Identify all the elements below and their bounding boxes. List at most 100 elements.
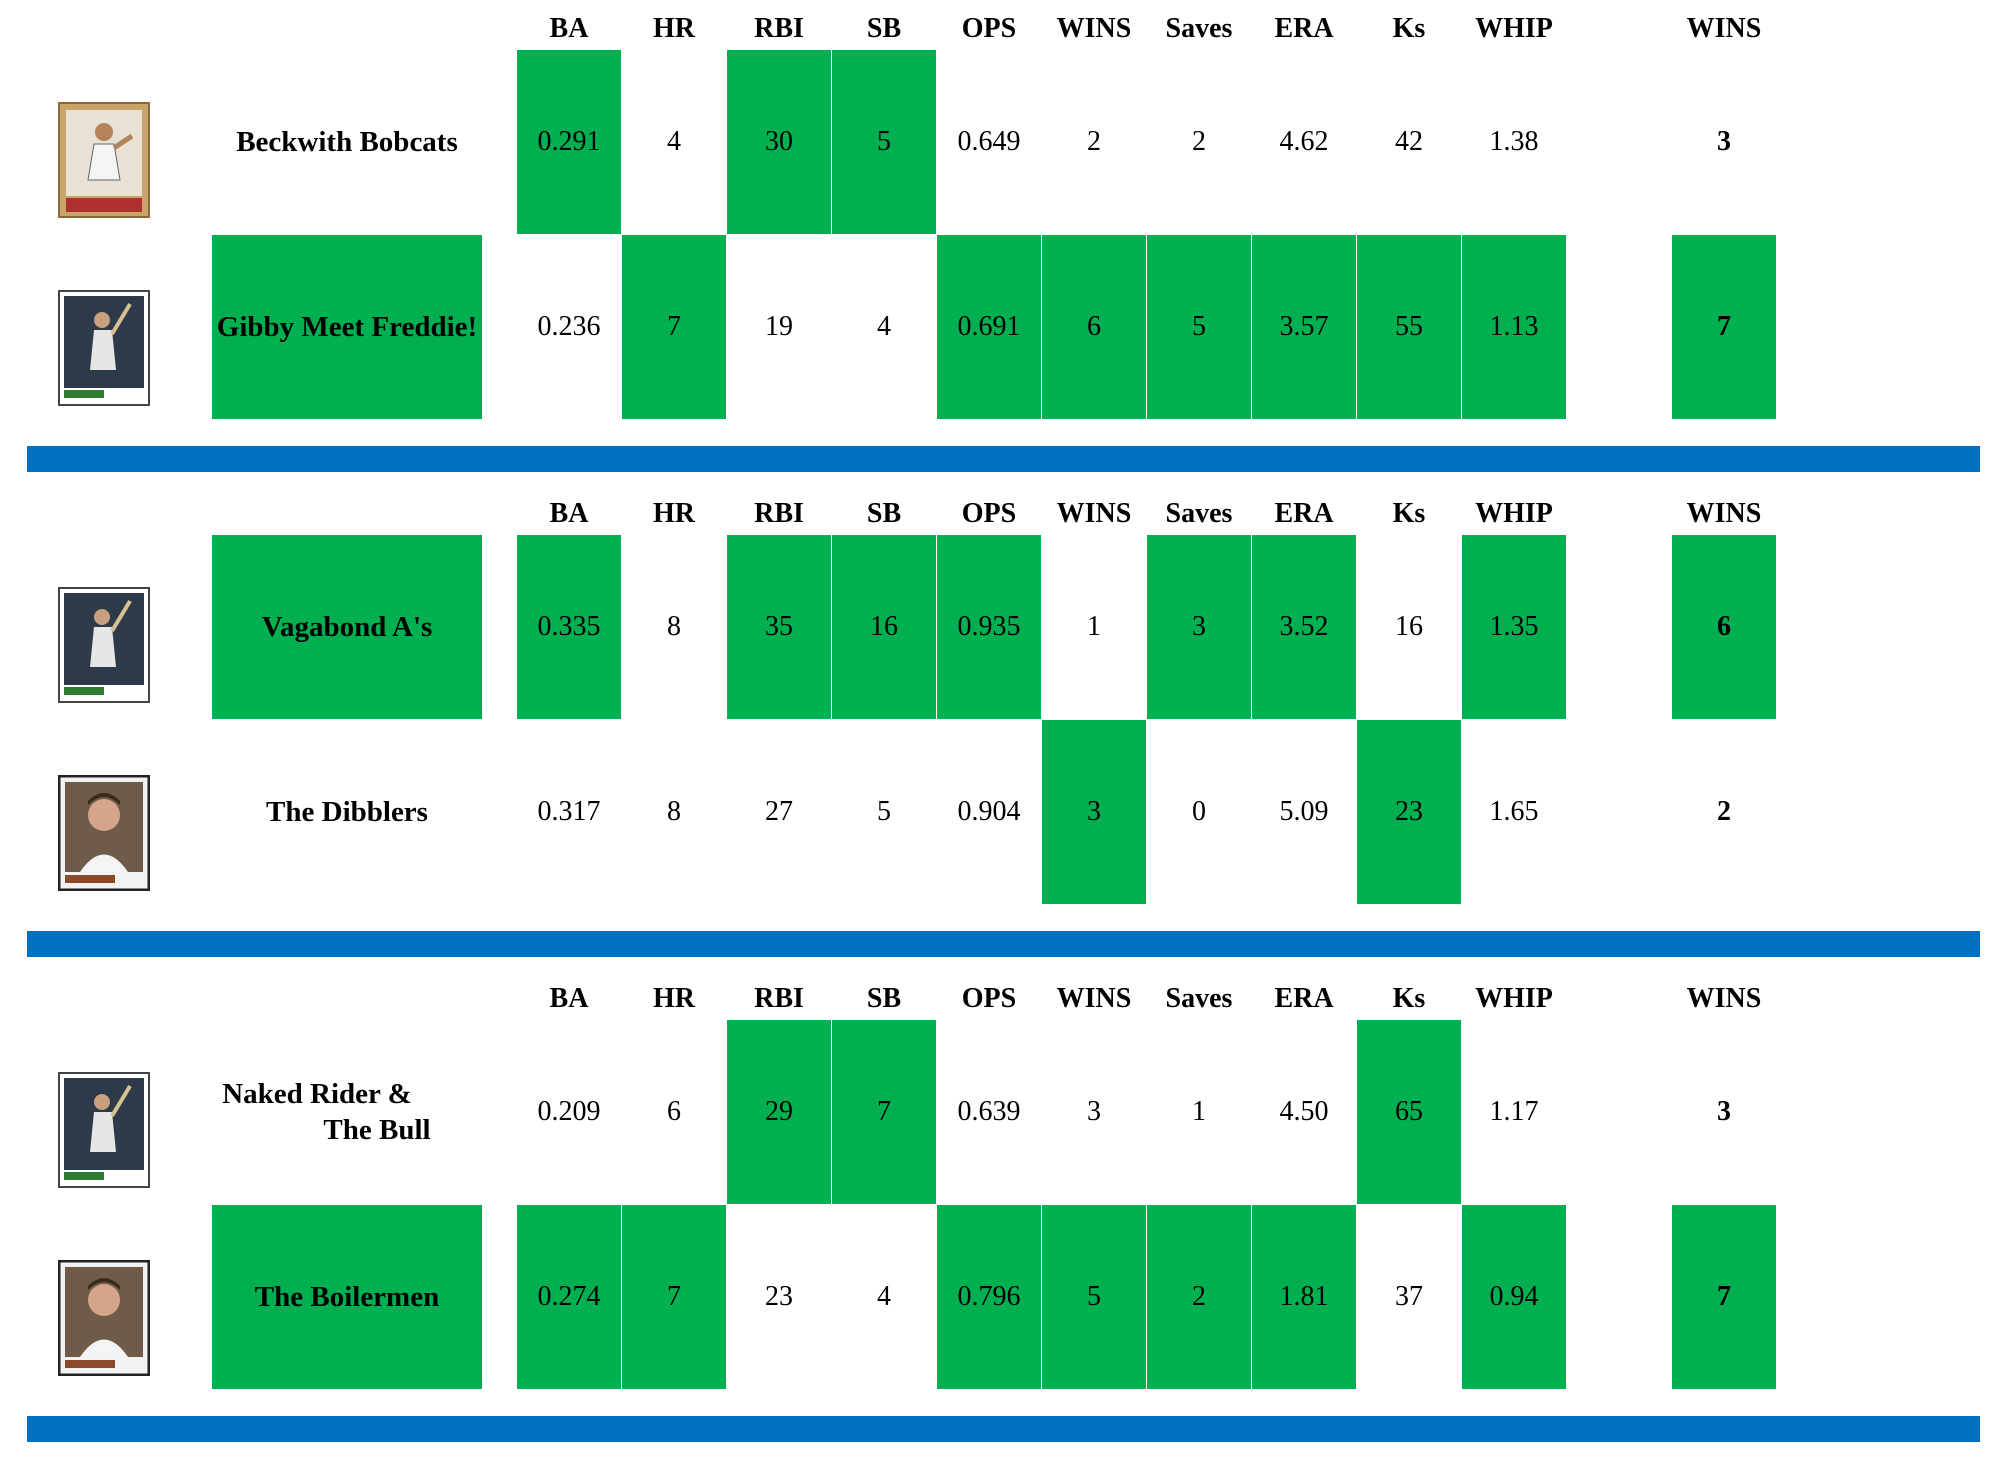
wins-total-cell: 2: [1717, 796, 1731, 827]
stat-cell: 23: [765, 1281, 793, 1312]
baseball-card-batter-icon: [58, 587, 150, 703]
player-card-image: [58, 775, 150, 891]
column-header: SB: [866, 13, 902, 44]
matchup-block: BA HR RBI SB OPS WINS Saves ERA Ks WHIP WINS Beckwi…: [0, 0, 2000, 480]
matchup-block: BA HR RBI SB OPS WINS Saves ERA Ks WHIP WINS Naked …: [0, 970, 2000, 1450]
column-header: HR: [653, 983, 695, 1014]
stat-cell: 1.38: [1489, 126, 1539, 157]
stat-cell: 29: [727, 1020, 831, 1204]
stat-cell: 2: [1087, 126, 1101, 157]
column-header: RBI: [754, 13, 804, 44]
column-header: Saves: [1165, 13, 1233, 44]
stat-cell: 6: [1042, 235, 1146, 419]
column-header: ERA: [1274, 498, 1334, 529]
wins-total-cell: 6: [1672, 535, 1776, 719]
stat-cell: 23: [1357, 720, 1461, 904]
column-header: RBI: [754, 498, 804, 529]
stat-cell: 4: [877, 311, 891, 342]
column-header: BA: [549, 13, 589, 44]
stat-cell: 4: [667, 126, 681, 157]
stat-cell: 42: [1395, 126, 1423, 157]
player-card-image: [58, 102, 150, 218]
stat-cell: 1: [1192, 1096, 1206, 1127]
stat-cell: 5.09: [1279, 796, 1329, 827]
stat-cell: 35: [727, 535, 831, 719]
team-name: The Boilermen: [212, 1205, 482, 1389]
column-header: WHIP: [1475, 13, 1553, 44]
stat-cell: 1.81: [1252, 1205, 1356, 1389]
stat-cell: 4: [877, 1281, 891, 1312]
column-header: ERA: [1274, 983, 1334, 1014]
stat-cell: 0.691: [937, 235, 1041, 419]
team-name-line: The Bull: [323, 1114, 431, 1146]
column-header: HR: [653, 498, 695, 529]
team-name: Gibby Meet Freddie!: [212, 235, 482, 419]
stat-cell: 0.291: [517, 50, 621, 234]
stat-cell: 2: [1192, 126, 1206, 157]
column-header: WINS: [1056, 983, 1132, 1014]
stat-cell: 6: [667, 1096, 681, 1127]
stat-cell: 2: [1147, 1205, 1251, 1389]
matchup-block: BA HR RBI SB OPS WINS Saves ERA Ks WHIP WINS Vagabo…: [0, 485, 2000, 965]
stat-cell: 0.796: [937, 1205, 1041, 1389]
column-header: ERA: [1274, 13, 1334, 44]
baseball-card-portrait-icon: [58, 775, 150, 891]
stat-cell: 3: [1042, 720, 1146, 904]
wins-total-cell: 7: [1672, 1205, 1776, 1389]
team-name: Vagabond A's: [212, 535, 482, 719]
stat-cell: 0.236: [537, 311, 601, 342]
column-header: Saves: [1165, 983, 1233, 1014]
column-header: OPS: [961, 13, 1017, 44]
column-header: WINS: [1056, 13, 1132, 44]
wins-column-header: WINS: [1686, 13, 1762, 44]
column-header: Ks: [1392, 983, 1426, 1014]
team-name: The Dibblers: [266, 795, 428, 828]
stat-cell: 0.935: [937, 535, 1041, 719]
column-header: SB: [866, 498, 902, 529]
wins-column-header: WINS: [1686, 498, 1762, 529]
stat-cell: 0.317: [537, 796, 601, 827]
stat-cell: 0.639: [957, 1096, 1021, 1127]
stat-cell: 3.52: [1252, 535, 1356, 719]
stat-cell: 16: [832, 535, 936, 719]
stat-cell: 55: [1357, 235, 1461, 419]
column-header: Ks: [1392, 498, 1426, 529]
stat-cell: 37: [1395, 1281, 1423, 1312]
baseball-card-batter-icon: [58, 290, 150, 406]
baseball-card-portrait-icon: [58, 1260, 150, 1376]
column-header: WHIP: [1475, 498, 1553, 529]
player-card-image: [58, 290, 150, 406]
stat-cell: 0.94: [1462, 1205, 1566, 1389]
wins-total-cell: 3: [1717, 126, 1731, 157]
section-divider: [27, 446, 1980, 472]
wins-column-header: WINS: [1686, 983, 1762, 1014]
column-header: Saves: [1165, 498, 1233, 529]
column-header: Ks: [1392, 13, 1426, 44]
column-header: WINS: [1056, 498, 1132, 529]
player-card-image: [58, 587, 150, 703]
stat-cell: 5: [877, 796, 891, 827]
column-header: OPS: [961, 983, 1017, 1014]
player-card-image: [58, 1072, 150, 1188]
stat-cell: 27: [765, 796, 793, 827]
stat-cell: 1.35: [1462, 535, 1566, 719]
stat-cell: 1.17: [1489, 1096, 1539, 1127]
team-name: Beckwith Bobcats: [236, 125, 458, 158]
stat-cell: 3: [1147, 535, 1251, 719]
stat-cell: 65: [1357, 1020, 1461, 1204]
stat-cell: 0.274: [517, 1205, 621, 1389]
stat-cell: 30: [727, 50, 831, 234]
team-name-line: Naked Rider &: [222, 1078, 412, 1110]
section-divider: [27, 1416, 1980, 1442]
baseball-card-batter-icon: [58, 1072, 150, 1188]
column-header: OPS: [961, 498, 1017, 529]
section-divider: [27, 931, 1980, 957]
stat-cell: 0: [1192, 796, 1206, 827]
stat-cell: 7: [622, 235, 726, 419]
wins-total-cell: 3: [1717, 1096, 1731, 1127]
stat-cell: 4.50: [1279, 1096, 1329, 1127]
column-header: RBI: [754, 983, 804, 1014]
stat-cell: 3.57: [1252, 235, 1356, 419]
player-card-image: [58, 1260, 150, 1376]
wins-total-cell: 7: [1672, 235, 1776, 419]
